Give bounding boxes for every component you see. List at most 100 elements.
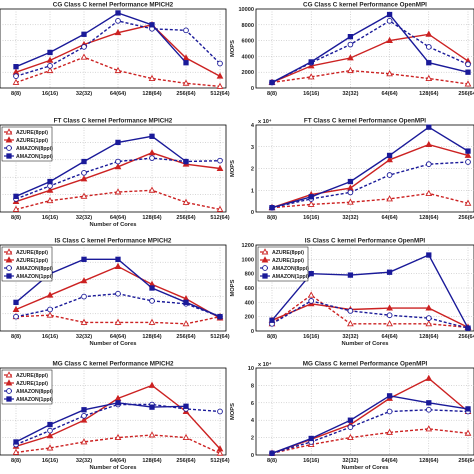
series-line: [271, 428, 469, 454]
data-point: [425, 30, 433, 37]
data-point: [149, 298, 155, 304]
data-point: [347, 178, 354, 185]
chart-title: FT Class C kernel Performance OpenMPI: [304, 118, 426, 125]
data-point: [115, 256, 121, 262]
data-point: [182, 433, 190, 441]
x-tick-label: 64(64): [382, 215, 398, 221]
x-tick-label: 8(8): [267, 458, 277, 464]
data-point: [217, 60, 223, 67]
legend-entry: AZURE(1ppi): [272, 258, 304, 264]
data-point: [386, 152, 393, 159]
y-tick-label: 0: [251, 86, 254, 92]
x-tick-label: 16(16): [303, 458, 319, 464]
data-point: [148, 318, 156, 325]
x-axis-label: Number of Cores: [89, 341, 136, 347]
data-point: [386, 320, 393, 327]
series-3: [13, 400, 189, 445]
legend-marker: [5, 136, 13, 143]
legend-entry: AMAZON(1ppi): [16, 397, 53, 403]
x-tick-label: 8(8): [11, 91, 21, 97]
legend-entry: AZURE(1ppi): [16, 381, 48, 387]
data-point: [149, 285, 155, 291]
series-3: [269, 252, 471, 331]
data-point: [47, 427, 53, 434]
data-point: [386, 304, 393, 311]
chart-panel-5: 0 200 400 600 800 1000 1200 MOPS 8(8) 16(16) 32(32…: [230, 238, 474, 347]
x-tick-label: 16(16): [303, 215, 319, 221]
chart-panel-7: 0 2 4 6 8 10 x 10⁴ MOPS 8(8) 16(16) 32(32) 64(64) 12…: [230, 361, 474, 471]
data-point: [386, 172, 393, 178]
series-0: [12, 53, 224, 89]
x-tick-label: 128(64): [142, 458, 161, 464]
data-point: [347, 54, 354, 61]
chart-title: IS Class C kernel Performance OpenMPI: [305, 238, 426, 245]
x-tick-label: 32(32): [76, 458, 92, 464]
chart-panel-0: 8(8) 16(16) 32(32) 64(64) 128(64) 256(64) 512(…: [0, 2, 230, 97]
x-tick-label: 512(64): [210, 458, 229, 464]
x-tick-label: 128(64): [142, 215, 161, 221]
data-point: [148, 149, 156, 156]
data-point: [80, 277, 88, 284]
series-line: [15, 402, 187, 443]
y-tick-label: 4: [251, 418, 255, 424]
x-tick-label: 16(16): [303, 91, 319, 97]
data-point: [183, 27, 189, 34]
data-point: [114, 433, 122, 441]
data-point: [425, 320, 433, 327]
legend-entry: AMAZON(1ppi): [272, 274, 309, 280]
data-point: [269, 79, 275, 86]
data-point: [308, 435, 314, 442]
x-tick-label: 64(64): [110, 215, 126, 221]
series-line: [271, 303, 469, 329]
data-point: [81, 256, 87, 262]
y-tick-label: 3: [251, 145, 254, 151]
x-tick-label: 512(64): [210, 91, 229, 97]
legend-entry: AZURE(8ppi): [16, 250, 48, 256]
x-tick-label: 64(64): [382, 458, 398, 464]
data-point: [12, 448, 20, 455]
x-tick-label: 8(8): [267, 91, 277, 97]
data-point: [426, 252, 432, 258]
x-tick-label: 256(64): [176, 458, 195, 464]
data-point: [47, 178, 53, 185]
y-tick-label: 800: [245, 272, 254, 278]
legend-entry: AMAZON(1ppi): [16, 154, 53, 160]
data-point: [386, 195, 393, 202]
data-point: [347, 34, 354, 40]
data-point: [13, 313, 19, 320]
data-point: [465, 61, 471, 68]
x-tick-label: 128(64): [142, 334, 161, 340]
x-tick-label: 16(16): [42, 334, 58, 340]
data-point: [308, 298, 315, 304]
legend: AZURE(8ppi) AZURE(1ppi) AMAZON(8ppi) AMAZON…: [1, 126, 53, 162]
data-point: [114, 66, 122, 74]
x-axis-label: Number of Cores: [89, 465, 136, 471]
data-point: [114, 262, 122, 269]
plot-area: [0, 8, 227, 89]
data-point: [13, 73, 19, 80]
data-point: [81, 158, 87, 165]
data-point: [12, 305, 20, 312]
data-point: [386, 269, 393, 275]
series-line: [271, 126, 469, 209]
data-point: [216, 449, 224, 456]
series-3: [269, 393, 471, 456]
series-line: [271, 395, 469, 454]
y-tick-label: 10000: [238, 7, 254, 13]
data-point: [182, 54, 190, 61]
data-point: [46, 186, 54, 193]
series-3: [269, 11, 471, 86]
x-tick-label: 64(64): [110, 458, 126, 464]
data-point: [148, 381, 156, 388]
y-axis-label: MOPS: [230, 160, 236, 177]
data-point: [425, 140, 433, 148]
chart-title: CG Class C kernel Performance MPICH2: [53, 2, 174, 9]
y-tick-label: 2: [251, 167, 254, 173]
data-point: [217, 408, 223, 415]
data-point: [386, 428, 393, 435]
series-line: [271, 300, 469, 329]
x-tick-label: 256(64): [176, 334, 195, 340]
data-point: [464, 151, 472, 158]
data-point: [308, 271, 314, 277]
data-point: [12, 205, 20, 212]
